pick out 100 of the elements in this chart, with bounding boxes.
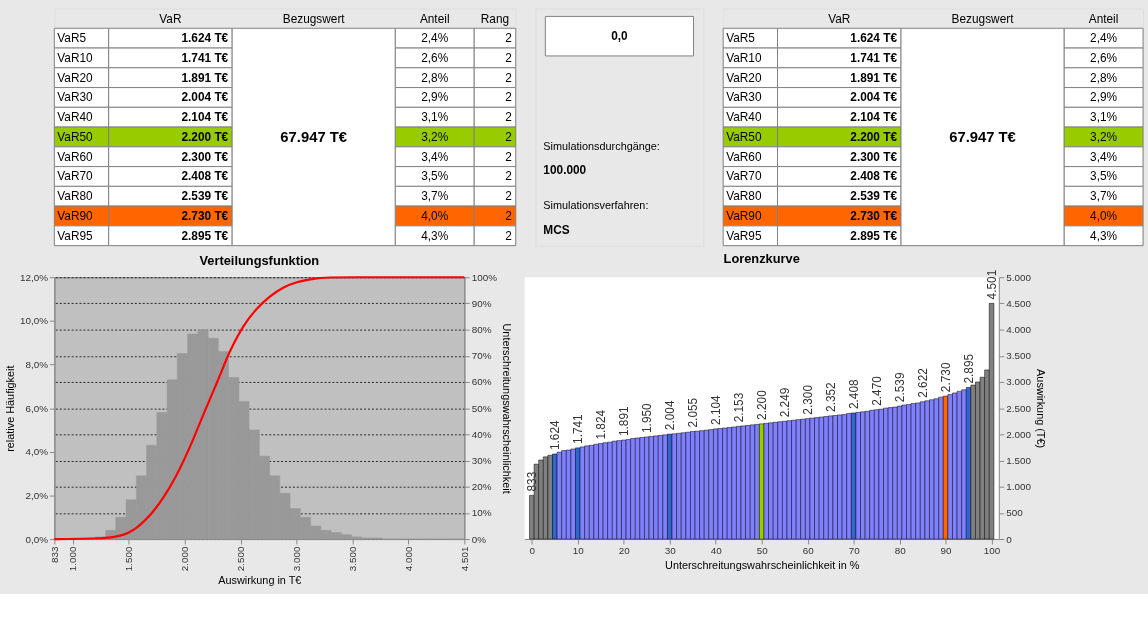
y2-tick-label: 50% [471,402,492,414]
y-tick-label: 5.000 [1006,271,1032,283]
x-tick-label: 1.500 [123,545,135,572]
text: 2.004 T€ [181,90,229,105]
data-label: 2.730 [938,362,953,393]
data-label: 4.501 [984,269,999,300]
text: 2,6% [1090,50,1118,65]
data-label: 2.055 [685,397,700,428]
text: 2.730 T€ [181,208,229,223]
data-label: 2.470 [869,375,884,406]
x-tick-label: 60 [802,545,815,557]
x-tick-label: 50 [756,545,769,557]
data-label: 2.200 [754,389,769,420]
bar [777,421,783,540]
category-label: VaR5 [726,31,755,46]
data-label: 2.352 [823,382,838,412]
text: 67.947 T€ [280,128,347,145]
x-tick-label: 0 [529,545,536,557]
text: 2 [505,70,512,85]
category-label: VaR20 [57,70,93,85]
text: 2.895 T€ [181,228,229,243]
text: 2.200 T€ [181,129,229,144]
text: 1.741 T€ [850,50,898,65]
bar [818,416,825,540]
text: 3,2% [421,129,449,144]
bar [570,448,576,540]
category-label: VaR95 [57,228,93,243]
y2-tick-label: 0% [471,533,487,545]
bar [864,411,871,540]
text: 3,1% [1090,110,1118,125]
text: 2,9% [421,90,449,105]
bar [708,429,714,540]
text: 2.408 T€ [181,169,229,184]
text: 0,0 [611,29,629,44]
category-label: VaR95 [726,228,762,243]
text: 100.000 [543,163,587,178]
text: 2.408 T€ [850,169,898,184]
x-tick-label: 2.500 [235,545,247,572]
y-tick-label: 0 [1006,533,1013,545]
category-label: VaR50 [57,129,93,144]
bar [662,434,668,540]
text: 2 [505,228,512,243]
bar [717,428,723,540]
text: 3,4% [421,149,449,164]
category-label: VaR90 [726,208,762,223]
x-tick-label: 4.000 [402,545,414,572]
bar [924,400,930,540]
text: 2.895 T€ [850,228,898,243]
text: 1.891 T€ [850,70,898,85]
y-tick-label: 8,0% [25,358,49,370]
bar [786,420,792,540]
y2-tick-label: 20% [471,481,492,493]
text: 3,5% [421,169,449,184]
text: 3,5% [1090,169,1118,184]
text: 4,0% [421,208,449,223]
bar [694,430,700,540]
text: 2.004 T€ [850,90,898,105]
x-tick-label: 833 [48,545,60,563]
bar [616,440,622,540]
text: 2 [505,189,512,204]
text: 2,4% [421,31,449,46]
y-tick-label: 1.500 [1006,454,1032,466]
bar [579,446,586,540]
category-label: Anteil [1088,12,1119,27]
x-tick-label: 4.501 [458,546,470,572]
bar [648,436,654,540]
bar [685,431,691,540]
x-tick-label: 10 [572,545,585,557]
data-label: 2.004 [662,400,677,431]
text: 2 [505,110,512,125]
y-tick-label: 4,0% [25,446,49,458]
text: 2.200 T€ [850,129,898,144]
category-label: VaR60 [726,149,762,164]
y-tick-label: 0,0% [25,533,49,545]
text: 1.624 T€ [181,31,229,46]
category-label: Rang [480,12,510,27]
x-tick-label: 3.000 [291,545,303,572]
bar [855,412,861,540]
bar [933,398,940,540]
text: 2,8% [1090,70,1118,85]
text: 2.539 T€ [850,189,898,204]
y-tick-label: 1.000 [1006,481,1032,493]
data-label: 1.741 [570,413,585,444]
text: 2.539 T€ [181,189,229,204]
category-label: VaR90 [57,208,93,223]
bar [832,415,838,540]
x-axis-title: Unterschreitungswahrscheinlichkeit in % [665,559,860,572]
bar [731,426,737,540]
y-tick-label: 4.000 [1006,324,1032,336]
text: 2,8% [421,70,449,85]
x-tick-label: 2.000 [179,545,191,572]
x-tick-label: 100 [983,545,1001,557]
category-label: VaR80 [57,189,93,204]
y-axis-title: relative Häufigkeit [3,365,16,452]
category-label: VaR40 [57,110,93,125]
bar [639,437,645,540]
bar [593,444,599,540]
bar [556,451,563,540]
y-axis-title: Auswirkung (T€) [1034,369,1047,449]
data-label: 1.624 [547,420,562,451]
